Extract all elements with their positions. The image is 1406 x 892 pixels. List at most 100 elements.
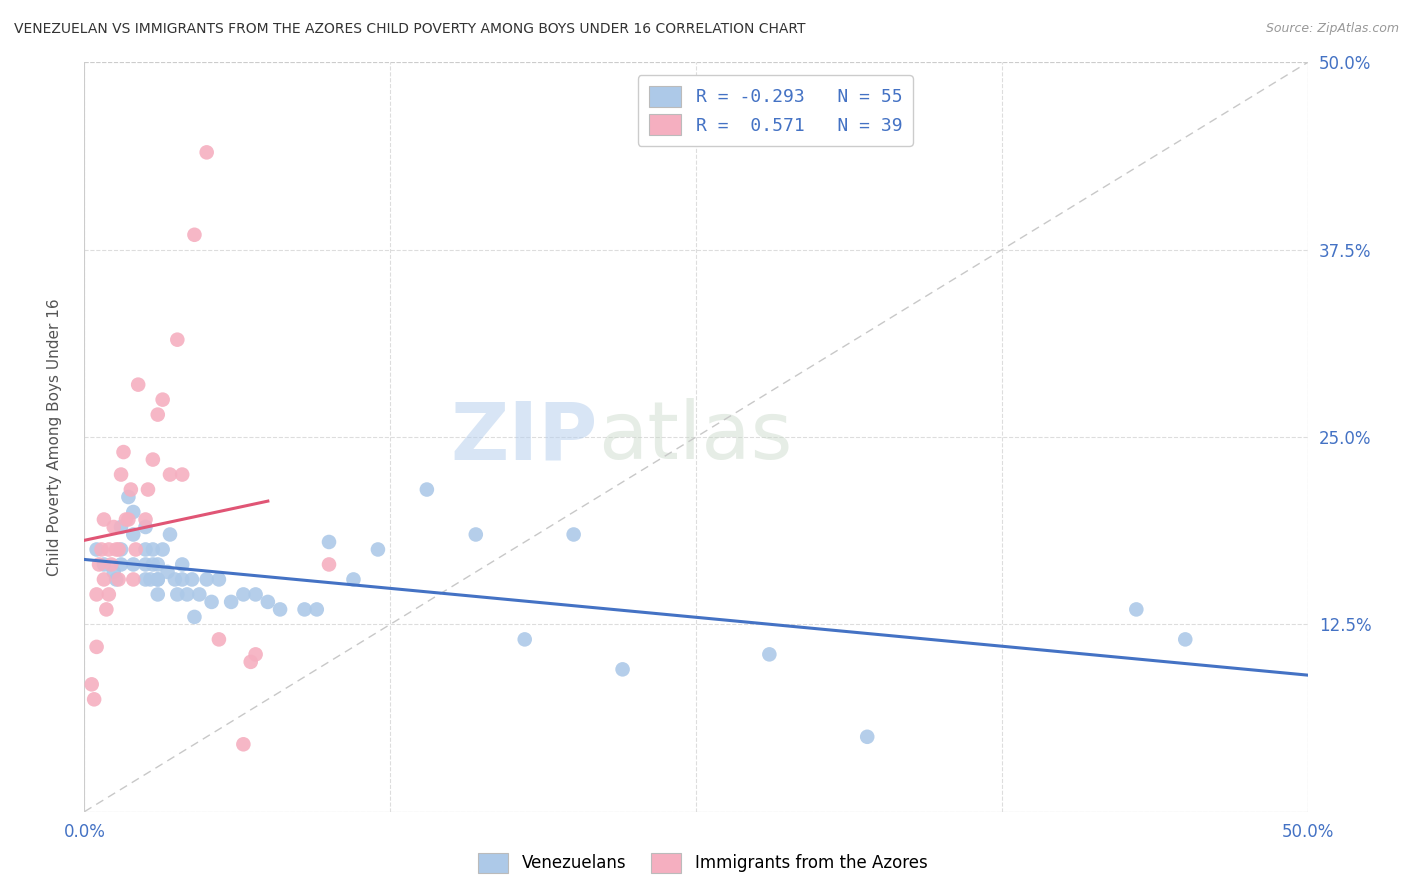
Point bbox=[146, 587, 169, 601]
Legend: R = -0.293   N = 55, R =  0.571   N = 39: R = -0.293 N = 55, R = 0.571 N = 39 bbox=[638, 75, 912, 145]
Point bbox=[96, 602, 118, 616]
Point bbox=[122, 558, 145, 572]
Point bbox=[142, 542, 165, 557]
Point bbox=[1174, 632, 1197, 647]
Point bbox=[122, 573, 145, 587]
Point bbox=[110, 520, 132, 534]
Point bbox=[80, 677, 103, 691]
Point bbox=[97, 587, 120, 601]
Point bbox=[257, 595, 280, 609]
Point bbox=[135, 542, 157, 557]
Point bbox=[146, 573, 169, 587]
Point bbox=[200, 595, 222, 609]
Point bbox=[86, 587, 108, 601]
Point bbox=[107, 573, 129, 587]
Point bbox=[112, 445, 135, 459]
Point bbox=[93, 558, 115, 572]
Point bbox=[110, 542, 132, 557]
Point bbox=[142, 558, 165, 572]
Point bbox=[120, 483, 142, 497]
Point bbox=[105, 573, 128, 587]
Point bbox=[612, 662, 634, 676]
Point bbox=[163, 573, 186, 587]
Point bbox=[100, 558, 122, 572]
Point bbox=[239, 655, 262, 669]
Point bbox=[135, 512, 157, 526]
Legend: Venezuelans, Immigrants from the Azores: Venezuelans, Immigrants from the Azores bbox=[472, 847, 934, 880]
Point bbox=[105, 542, 128, 557]
Point bbox=[245, 648, 267, 662]
Point bbox=[146, 558, 169, 572]
Point bbox=[110, 467, 132, 482]
Point bbox=[146, 408, 169, 422]
Point bbox=[135, 558, 157, 572]
Point bbox=[142, 452, 165, 467]
Point bbox=[1125, 602, 1147, 616]
Point bbox=[464, 527, 486, 541]
Point bbox=[305, 602, 328, 616]
Point bbox=[176, 587, 198, 601]
Point bbox=[188, 587, 211, 601]
Point bbox=[127, 377, 149, 392]
Point bbox=[245, 587, 267, 601]
Point bbox=[208, 573, 231, 587]
Point bbox=[195, 145, 218, 160]
Y-axis label: Child Poverty Among Boys Under 16: Child Poverty Among Boys Under 16 bbox=[48, 298, 62, 576]
Point bbox=[562, 527, 585, 541]
Point bbox=[183, 610, 205, 624]
Point bbox=[156, 565, 179, 579]
Point bbox=[513, 632, 536, 647]
Point bbox=[115, 512, 138, 526]
Point bbox=[135, 573, 157, 587]
Point bbox=[146, 573, 169, 587]
Point bbox=[232, 737, 254, 751]
Point bbox=[166, 333, 188, 347]
Point bbox=[269, 602, 291, 616]
Text: VENEZUELAN VS IMMIGRANTS FROM THE AZORES CHILD POVERTY AMONG BOYS UNDER 16 CORRE: VENEZUELAN VS IMMIGRANTS FROM THE AZORES… bbox=[14, 22, 806, 37]
Point bbox=[103, 565, 125, 579]
Point bbox=[125, 542, 148, 557]
Point bbox=[367, 542, 389, 557]
Point bbox=[195, 573, 218, 587]
Point bbox=[416, 483, 439, 497]
Point bbox=[122, 527, 145, 541]
Text: atlas: atlas bbox=[598, 398, 793, 476]
Point bbox=[342, 573, 364, 587]
Point bbox=[135, 520, 157, 534]
Point bbox=[117, 490, 139, 504]
Point bbox=[181, 573, 204, 587]
Point bbox=[758, 648, 780, 662]
Point bbox=[159, 467, 181, 482]
Point bbox=[139, 573, 162, 587]
Point bbox=[294, 602, 316, 616]
Point bbox=[172, 558, 194, 572]
Point bbox=[232, 587, 254, 601]
Point bbox=[208, 632, 231, 647]
Point bbox=[856, 730, 879, 744]
Point bbox=[219, 595, 242, 609]
Point bbox=[152, 392, 174, 407]
Point bbox=[97, 542, 120, 557]
Point bbox=[110, 558, 132, 572]
Point bbox=[172, 573, 194, 587]
Point bbox=[90, 542, 112, 557]
Point bbox=[318, 558, 340, 572]
Text: ZIP: ZIP bbox=[451, 398, 598, 476]
Point bbox=[318, 535, 340, 549]
Point bbox=[136, 483, 159, 497]
Point bbox=[83, 692, 105, 706]
Point bbox=[172, 467, 194, 482]
Point bbox=[93, 512, 115, 526]
Point bbox=[87, 558, 110, 572]
Point bbox=[152, 542, 174, 557]
Point bbox=[107, 542, 129, 557]
Text: Source: ZipAtlas.com: Source: ZipAtlas.com bbox=[1265, 22, 1399, 36]
Point bbox=[183, 227, 205, 242]
Point bbox=[117, 512, 139, 526]
Point bbox=[166, 587, 188, 601]
Point bbox=[86, 640, 108, 654]
Point bbox=[122, 505, 145, 519]
Point bbox=[103, 520, 125, 534]
Point bbox=[159, 527, 181, 541]
Point bbox=[86, 542, 108, 557]
